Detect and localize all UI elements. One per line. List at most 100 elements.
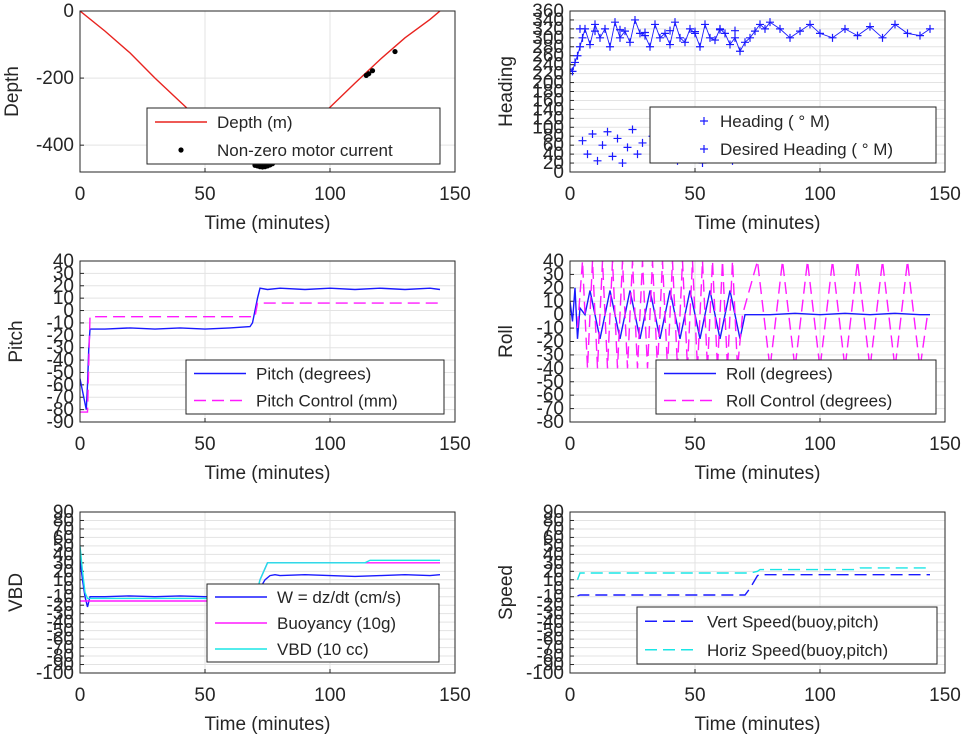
- pitch-y-tick-label: -70: [47, 387, 74, 408]
- vbd-x-tick-label: 50: [194, 685, 215, 706]
- heading-legend-label: Heading ( ° M): [720, 112, 830, 131]
- roll-y-tick-label: -40: [537, 358, 564, 379]
- vbd-y-tick-label: -40: [47, 612, 74, 633]
- speed-x-tick-label: 0: [565, 685, 576, 706]
- roll-legend-label: Roll Control (degrees): [726, 392, 892, 411]
- pitch-y-tick-label: -30: [47, 338, 74, 359]
- speed-y-tick-label: 50: [543, 536, 564, 557]
- heading-legend-label: Desired Heading ( ° M): [720, 140, 893, 159]
- heading-series-0-point: [696, 42, 704, 51]
- depth-axes-box: [79, 10, 456, 173]
- vbd-y-tick-label: -50: [47, 621, 74, 642]
- roll-chart: 0 50 100 150403020100-10-20-30-40-50-60-70-…: [496, 251, 961, 484]
- heading-series-0-point: [903, 29, 912, 38]
- speed-legend-label: Vert Speed(buoy,pitch): [707, 612, 879, 631]
- speed-y-tick-label: -50: [537, 621, 564, 642]
- heading-series-1-point: [608, 152, 617, 161]
- heading-series-0-point: [751, 27, 759, 36]
- heading-series-0-point: [606, 42, 614, 51]
- heading-series-0-point: [706, 33, 714, 42]
- heading-series-0-point: [916, 31, 924, 40]
- heading-series-0-point: [711, 36, 719, 45]
- heading-series-0-point: [736, 47, 744, 56]
- vbd-y-tick-label: -10: [47, 587, 74, 608]
- heading-series-0-point: [601, 24, 609, 33]
- heading-series-0-point: [646, 42, 654, 51]
- heading-series-0-point: [666, 40, 674, 49]
- heading-y-tick-label: 160: [532, 90, 564, 111]
- pitch-y-tick-label: -20: [47, 325, 74, 346]
- speed-y-tick-label: -20: [537, 595, 564, 616]
- depth-x-tick-label: 100: [314, 184, 346, 205]
- speed-y-tick-label: 90: [543, 502, 564, 523]
- speed-legend-box: [636, 606, 938, 665]
- heading-series-0-point: [796, 27, 804, 36]
- heading-series-2-point: [641, 28, 649, 37]
- pitch-y-tick-label: 20: [53, 276, 74, 297]
- heading-y-tick-label: 120: [532, 108, 564, 129]
- vbd-y-tick-label: 70: [53, 519, 74, 540]
- heading-series-0-point: [661, 29, 669, 38]
- speed-y-tick-label: -70: [537, 638, 564, 659]
- depth-legend-box: [146, 107, 441, 165]
- speed-legend: Vert Speed(buoy,pitch) Horiz Speed(buoy,p…: [636, 606, 938, 665]
- vbd-y-tick-label: 0: [63, 578, 74, 599]
- heading-series-0-line: [570, 18, 931, 73]
- heading-series-1-point: [633, 150, 642, 159]
- vbd-y-tick-label: 60: [53, 527, 74, 548]
- vbd-y-tick-label: -20: [47, 595, 74, 616]
- heading-x-tick-label: 50: [684, 184, 705, 205]
- vbd-y-tick-label: 20: [53, 561, 74, 582]
- pitch-y-axis-label: Pitch: [6, 320, 27, 362]
- heading-y-tick-label: 80: [543, 126, 564, 147]
- vbd-y-tick-label: -30: [47, 604, 74, 625]
- heading-y-tick-label: 280: [532, 37, 564, 58]
- depth-x-tick-label: 50: [194, 184, 215, 205]
- heading-series-1-point: [638, 138, 647, 147]
- pitch-series-1-line: [80, 302, 440, 413]
- heading-y-tick-label: 180: [532, 82, 564, 103]
- heading-series-0-point: [596, 33, 604, 42]
- vbd-legend-label: Buoyancy (10g): [277, 614, 396, 633]
- vbd-y-tick-label: 50: [53, 536, 74, 557]
- speed-series-1-line: [576, 567, 930, 581]
- heading-series-0-point: [766, 18, 774, 27]
- heading-x-tick-label: 100: [804, 184, 836, 205]
- roll-x-axis-label: Time (minutes): [695, 463, 821, 484]
- heading-series-0-point: [571, 58, 579, 67]
- heading-series-1-point: [588, 129, 597, 138]
- speed-series-0-line: [577, 574, 930, 597]
- roll-x-tick-label: 0: [565, 434, 576, 455]
- vbd-y-tick-label: 40: [53, 544, 74, 565]
- roll-y-tick-label: -10: [537, 318, 564, 339]
- heading-series-0-point: [626, 38, 634, 47]
- pitch-y-tick-label: 30: [53, 263, 74, 284]
- vbd-y-tick-label: -80: [47, 646, 74, 667]
- speed-y-tick-label: -60: [537, 629, 564, 650]
- speed-y-tick-label: -40: [537, 612, 564, 633]
- heading-y-tick-label: 220: [532, 64, 564, 85]
- roll-y-tick-label: -20: [537, 332, 564, 353]
- depth-series-1-point: [366, 71, 372, 77]
- heading-y-tick-label: 20: [543, 153, 564, 174]
- heading-y-tick-label: 340: [532, 10, 564, 31]
- depth-series-1-point: [392, 48, 398, 55]
- heading-y-tick-label: 100: [532, 117, 564, 138]
- pitch-chart: 0 50 100 150403020100-10-20-30-40-50-60-70-…: [6, 251, 471, 484]
- vbd-y-tick-label: -100: [36, 663, 74, 684]
- heading-y-axis-label: Heading: [496, 56, 517, 127]
- pitch-y-tick-label: 0: [63, 301, 74, 322]
- vbd-x-tick-label: 0: [75, 685, 86, 706]
- heading-series-1-point: [623, 143, 632, 152]
- heading-series-0-point: [631, 15, 639, 24]
- heading-series-2-point: [716, 25, 724, 34]
- speed-y-tick-label: 80: [543, 510, 564, 531]
- heading-series-0-point: [891, 20, 899, 29]
- roll-series-1-line: [576, 261, 929, 369]
- roll-y-tick-label: 20: [543, 278, 564, 299]
- heading-series-0-point: [656, 33, 664, 42]
- pitch-x-tick-label: 150: [439, 434, 471, 455]
- pitch-legend-box: [185, 359, 445, 415]
- heading-series-1-point: [578, 136, 587, 145]
- depth-x-tick-label: 0: [75, 184, 86, 205]
